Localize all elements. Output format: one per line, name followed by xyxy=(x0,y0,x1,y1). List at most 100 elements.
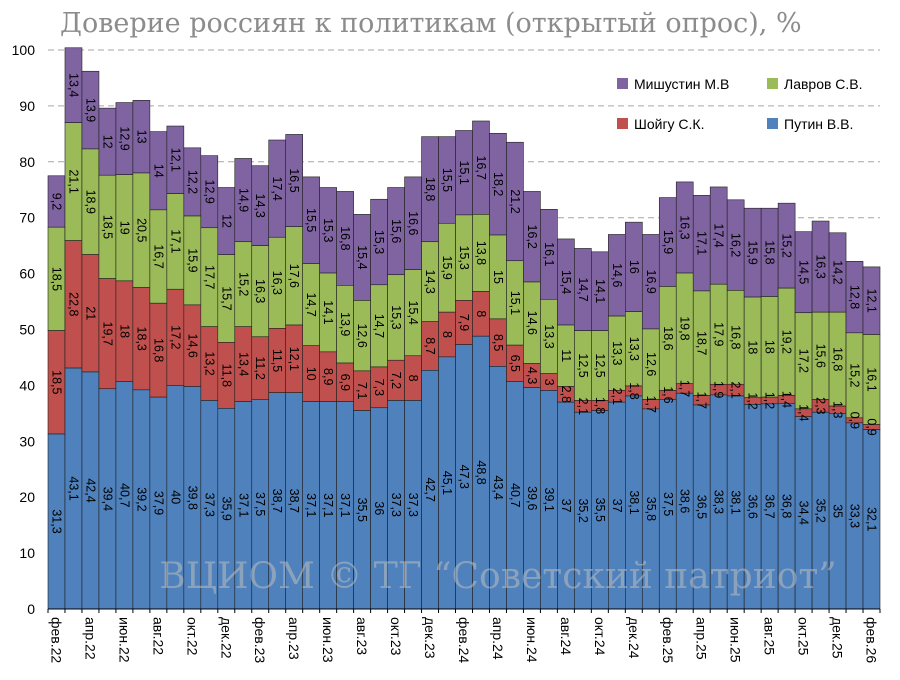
bar-value-label: 2,1 xyxy=(729,381,743,398)
bar-value-label: 15,2 xyxy=(780,233,794,257)
bar-value-label: 13,3 xyxy=(627,337,641,361)
bar-value-label: 40,7 xyxy=(117,483,131,507)
bar-value-label: 8 xyxy=(406,375,420,382)
bar-value-label: 16,3 xyxy=(678,215,692,239)
bar-value-label: 35,8 xyxy=(644,497,658,521)
bar-value-label: 8,5 xyxy=(491,334,505,351)
bar-value-label: 16,2 xyxy=(525,225,539,249)
bar-value-label: 2,3 xyxy=(814,397,828,414)
bar-value-label: 18,5 xyxy=(49,370,63,394)
bar-value-label: 33,3 xyxy=(848,504,862,528)
bar-value-label: 12,5 xyxy=(576,353,590,377)
bar-value-label: 16 xyxy=(627,260,641,274)
bar-value-label: 18,5 xyxy=(100,215,114,239)
bar-value-label: 12,8 xyxy=(848,285,862,309)
bar-value-label: 37,3 xyxy=(202,493,216,517)
bar-value-label: 39,2 xyxy=(134,487,148,511)
bar-value-label: 16,1 xyxy=(865,367,879,391)
bar-value-label: 16,3 xyxy=(270,271,284,295)
x-tick-label: авг.23 xyxy=(354,617,370,655)
bar-value-label: 15,5 xyxy=(304,208,318,232)
bar-value-label: 1,7 xyxy=(678,380,692,397)
bar-value-label: 16,3 xyxy=(814,254,828,278)
legend-swatch-путин-в-в xyxy=(767,118,778,129)
bar-value-label: 11,2 xyxy=(253,356,267,379)
bar-value-label: 43,4 xyxy=(491,476,505,500)
y-axis: 0 10 20 30 40 50 60 70 80 90 100 xyxy=(12,42,36,617)
bar-value-label: 36,5 xyxy=(695,495,709,519)
bar-value-label: 2,1 xyxy=(576,398,590,415)
bar-value-label: 10 xyxy=(304,367,318,381)
bar-value-label: 18,8 xyxy=(423,177,437,201)
bar-value-label: 36,7 xyxy=(763,494,777,518)
bar-value-label: 14,6 xyxy=(610,263,624,287)
bar-value-label: 42,7 xyxy=(423,477,437,501)
bar-value-label: 12,9 xyxy=(117,126,131,150)
legend: Мишустин М.В Лавров С.В. Шойгу С.К. Путин В… xyxy=(617,76,863,132)
bar-value-label: 1,2 xyxy=(746,392,760,409)
bar-value-label: 8,7 xyxy=(423,337,437,354)
bar-value-label: 15,9 xyxy=(661,230,675,254)
y-tick-label: 70 xyxy=(19,210,35,226)
legend-label: Шойгу С.К. xyxy=(634,116,704,132)
x-axis: фев.22 апр.22 июн.22 авг.22 окт.22 дек.22 фев.… xyxy=(47,608,881,663)
legend-swatch-шойгу-с-к xyxy=(617,118,628,129)
legend-label: Мишустин М.В xyxy=(634,76,729,92)
bar-value-label: 13 xyxy=(134,130,148,144)
bar-value-label: 13,2 xyxy=(202,351,216,375)
x-tick-label: апр.22 xyxy=(82,617,98,660)
bar-value-label: 11,5 xyxy=(270,349,284,372)
bar-value-label: 15,4 xyxy=(355,245,369,269)
x-tick-label: окт.23 xyxy=(388,617,404,656)
bars xyxy=(47,47,881,610)
bar-value-label: 16,9 xyxy=(644,270,658,294)
bar-value-label: 31,3 xyxy=(49,509,63,533)
bar-value-label: 16,5 xyxy=(287,168,301,192)
bar-value-label: 35,2 xyxy=(814,498,828,522)
bar-value-label: 1,3 xyxy=(831,401,845,418)
bar-value-label: 35,9 xyxy=(219,496,233,520)
bar-value-label: 11 xyxy=(559,349,573,362)
bar-value-label: 16,8 xyxy=(831,347,845,371)
bar-value-label: 1,7 xyxy=(695,392,709,409)
bar-value-label: 39,8 xyxy=(185,486,199,510)
bar-value-label: 6,5 xyxy=(508,355,522,372)
bar-value-label: 17,4 xyxy=(270,176,284,200)
bar-value-label: 39,6 xyxy=(525,486,539,510)
bar-value-label: 17,1 xyxy=(695,231,709,255)
bar-value-label: 6,9 xyxy=(338,374,352,391)
x-tick-label: окт.22 xyxy=(184,617,200,656)
bar-value-label: 22,8 xyxy=(66,292,80,316)
bar-value-label: 18,2 xyxy=(491,172,505,196)
bar-value-label: 13,9 xyxy=(83,98,97,122)
y-tick-label: 100 xyxy=(12,42,36,58)
bar-value-label: 15,2 xyxy=(236,272,250,296)
bar-value-label: 19,7 xyxy=(100,322,114,346)
bar-value-label: 1,8 xyxy=(627,382,641,399)
bar-value-label: 8 xyxy=(474,310,488,317)
x-tick-label: апр.23 xyxy=(286,617,302,660)
bar-value-label: 7,3 xyxy=(372,379,386,396)
bar-value-label: 35,5 xyxy=(355,498,369,522)
bar-value-label: 0,9 xyxy=(865,418,879,435)
bar-value-label: 43,1 xyxy=(66,476,80,500)
bar-value-label: 12,5 xyxy=(593,353,607,377)
bar-value-label: 2,8 xyxy=(559,386,573,403)
bar-value-label: 14,6 xyxy=(525,311,539,335)
bar-value-label: 37,1 xyxy=(236,493,250,517)
bar-value-label: 18 xyxy=(763,340,777,354)
watermark: ВЦИОМ © ТГ “Советский патриот” xyxy=(159,556,836,597)
bar-value-label: 12 xyxy=(219,214,233,228)
legend-swatch-лавров-с-в xyxy=(767,78,778,89)
bar-value-label: 12 xyxy=(100,135,114,149)
bar-value-label: 15,9 xyxy=(185,248,199,272)
bar-value-label: 21 xyxy=(83,306,97,320)
bar-value-label: 17,9 xyxy=(712,322,726,346)
bar-value-label: 12,1 xyxy=(865,289,879,313)
bar-value-label: 37,1 xyxy=(304,493,318,517)
bar-value-label: 1,9 xyxy=(712,381,726,398)
bar-value-label: 2,1 xyxy=(610,388,624,405)
x-tick-label: июн.25 xyxy=(728,617,744,663)
x-tick-label: дек.24 xyxy=(626,617,642,659)
bar-value-label: 14,7 xyxy=(576,277,590,301)
